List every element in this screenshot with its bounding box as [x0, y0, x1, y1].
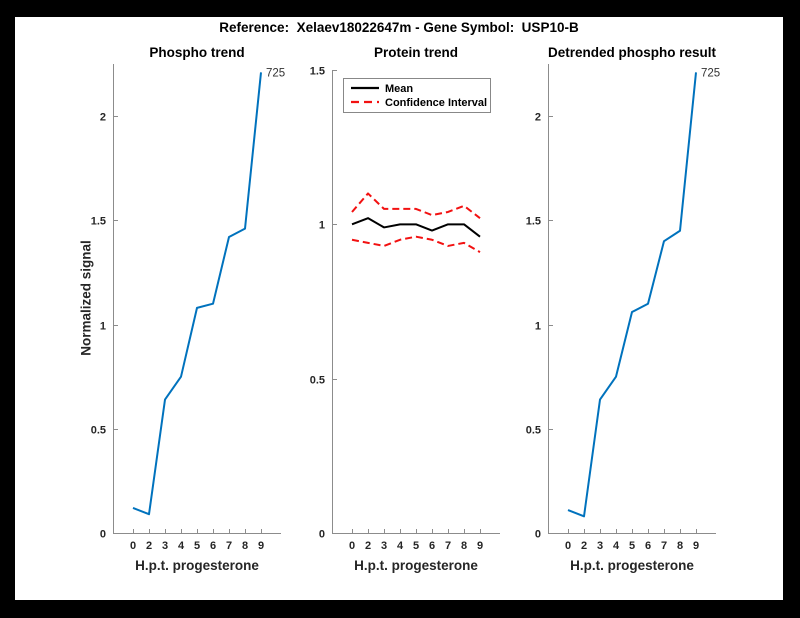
x-tick-label: 3 — [597, 540, 603, 552]
plot-title-detrended-phospho: Detrended phospho result — [547, 45, 716, 60]
x-axis-label-phospho-trend: H.p.t. progesterone — [135, 558, 259, 573]
x-tick-label: 8 — [461, 540, 467, 552]
point-annotation: 725 — [266, 67, 285, 79]
x-tick-label: 8 — [677, 540, 683, 552]
y-tick-label: 0.5 — [91, 425, 106, 437]
legend-box — [343, 78, 491, 113]
figure-canvas: Reference: Xelaev18022647m - Gene Symbol… — [15, 17, 783, 600]
x-tick-label: 2 — [146, 540, 152, 552]
axis-lines — [548, 64, 716, 534]
y-tick-label: 0.5 — [310, 375, 325, 387]
x-tick-label: 0 — [130, 540, 136, 552]
x-tick-label: 4 — [178, 540, 185, 552]
y-tick-label: 0.5 — [526, 425, 541, 437]
x-tick-label: 7 — [661, 540, 667, 552]
y-tick-label: 0 — [319, 529, 325, 541]
y-axis-label-normalized-signal: Normalized signal — [78, 240, 94, 356]
x-tick-label: 7 — [445, 540, 451, 552]
y-tick-label: 1.5 — [91, 216, 106, 228]
axis-lines — [113, 64, 281, 534]
point-annotation: 725 — [701, 67, 720, 79]
y-tick-label: 1 — [319, 220, 325, 232]
x-axis-label-protein-trend: H.p.t. progesterone — [354, 558, 478, 573]
x-tick-label: 5 — [629, 540, 635, 552]
x-tick-label: 9 — [477, 540, 483, 552]
x-tick-label: 9 — [693, 540, 699, 552]
x-tick-label: 3 — [381, 540, 387, 552]
y-tick-label: 0 — [100, 529, 106, 541]
y-tick-label: 1 — [100, 321, 106, 333]
y-tick-label: 2 — [100, 112, 106, 124]
y-tick-label: 1.5 — [526, 216, 541, 228]
x-tick-label: 3 — [162, 540, 168, 552]
legend-label: Mean — [385, 83, 413, 95]
series-line — [351, 235, 481, 253]
y-tick-label: 2 — [535, 112, 541, 124]
x-tick-label: 7 — [226, 540, 232, 552]
legend-label: Confidence Interval — [385, 97, 487, 109]
x-tick-label: 0 — [565, 540, 571, 552]
axis-lines — [332, 70, 500, 534]
series-line — [351, 192, 481, 219]
x-tick-label: 5 — [194, 540, 200, 552]
figure-title: Reference: Xelaev18022647m - Gene Symbol… — [219, 20, 579, 35]
x-axis-label-detrended-phospho: H.p.t. progesterone — [570, 558, 694, 573]
x-tick-label: 0 — [349, 540, 355, 552]
x-tick-label: 4 — [397, 540, 404, 552]
y-tick-label: 1 — [535, 321, 541, 333]
y-tick-label: 0 — [535, 529, 541, 541]
series-line — [567, 72, 697, 518]
x-tick-label: 4 — [613, 540, 620, 552]
plot-title-protein-trend: Protein trend — [373, 45, 458, 60]
series-line — [351, 217, 481, 238]
x-tick-label: 6 — [645, 540, 651, 552]
plot-title-phospho-trend: Phospho trend — [149, 45, 245, 60]
x-tick-label: 6 — [210, 540, 216, 552]
x-tick-label: 2 — [581, 540, 587, 552]
x-tick-label: 8 — [242, 540, 248, 552]
series-line — [132, 72, 262, 516]
x-tick-label: 5 — [413, 540, 419, 552]
x-tick-label: 6 — [429, 540, 435, 552]
y-tick-label: 1.5 — [310, 66, 325, 78]
x-tick-label: 9 — [258, 540, 264, 552]
x-tick-label: 2 — [365, 540, 371, 552]
